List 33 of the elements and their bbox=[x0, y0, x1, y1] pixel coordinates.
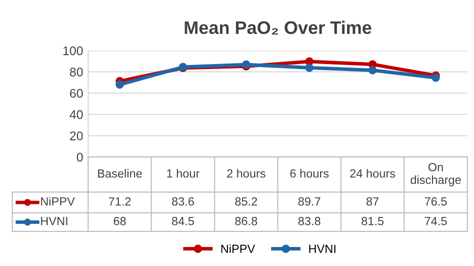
point bbox=[432, 74, 440, 82]
data-label: 71.2 bbox=[108, 197, 131, 206]
legend-label: HVNI bbox=[41, 217, 68, 226]
x-tick-label: Baseline bbox=[98, 168, 142, 178]
x-tick-label: On discharge bbox=[410, 162, 461, 186]
x-tick-label: 1 hour bbox=[167, 168, 200, 178]
y-tick-label: 100 bbox=[63, 46, 83, 56]
point bbox=[305, 64, 314, 72]
text: HVNI bbox=[309, 244, 336, 253]
text: NiPPV bbox=[221, 244, 256, 253]
y-tick-label: 0 bbox=[76, 152, 83, 162]
x-tick-label: 6 hours bbox=[290, 168, 329, 178]
point bbox=[368, 66, 377, 74]
data-label: 83.6 bbox=[172, 197, 194, 206]
y-tick-label: 80 bbox=[70, 68, 83, 76]
data-label: 81.5 bbox=[362, 216, 384, 226]
data-label: 76.5 bbox=[424, 197, 447, 206]
legend-label: NiPPV bbox=[41, 196, 75, 206]
y-tick-label: 40 bbox=[70, 110, 83, 120]
y-tick-label: 20 bbox=[70, 131, 83, 140]
data-label: 86.8 bbox=[235, 216, 258, 226]
data-label: 83.8 bbox=[298, 216, 320, 226]
data-label: 84.5 bbox=[172, 216, 194, 226]
data-label: 89.7 bbox=[298, 197, 320, 206]
data-label: 85.2 bbox=[235, 197, 258, 206]
x-tick-label: 24 hours bbox=[350, 168, 396, 178]
chart-title: Mean PaO₂ Over Time bbox=[184, 20, 372, 34]
x-tick-label: 2 hours bbox=[227, 168, 266, 178]
y-tick-label: 60 bbox=[70, 88, 83, 98]
data-label: 87 bbox=[366, 197, 379, 206]
point bbox=[116, 80, 124, 89]
data-label: 74.5 bbox=[424, 217, 447, 226]
data-label: 68 bbox=[114, 216, 126, 226]
